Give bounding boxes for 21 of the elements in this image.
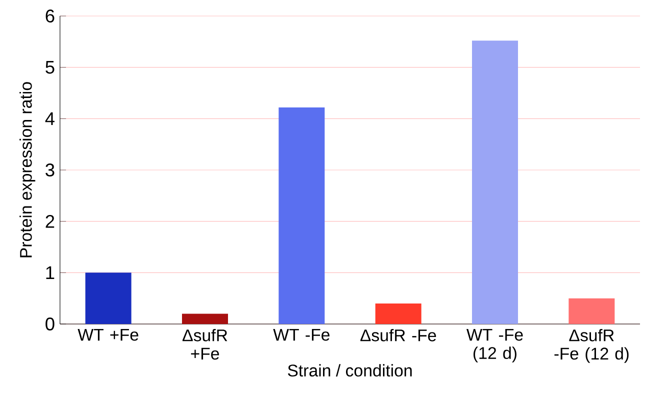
y-tick-label: 6: [46, 10, 54, 22]
x-tick-label: ΔsufR -Fe: [360, 328, 436, 342]
y-tick-label: 3: [46, 164, 54, 176]
bar: [375, 303, 422, 324]
bar: [85, 272, 132, 324]
x-axis-title: Strain / condition: [288, 364, 412, 377]
y-tick-label: 1: [46, 266, 54, 279]
bar: [472, 40, 518, 324]
y-tick-label: 2: [46, 214, 54, 228]
y-tick-label: 4: [45, 112, 55, 125]
x-tick-label: WT +Fe: [78, 328, 138, 341]
x-tick-label: ΔsufR -Fe (12 d): [554, 328, 629, 363]
y-tick-label: 0: [46, 318, 54, 330]
bar: [568, 298, 615, 324]
bar: [278, 107, 325, 324]
bar: [182, 314, 228, 324]
y-axis-title: Protein expression ratio: [20, 82, 36, 258]
x-tick-label: WT -Fe: [273, 328, 330, 341]
x-tick-label: WT -Fe (12 d): [466, 328, 523, 362]
y-tick-label: 5: [46, 60, 54, 74]
x-tick-label: ΔsufR +Fe: [182, 328, 228, 360]
